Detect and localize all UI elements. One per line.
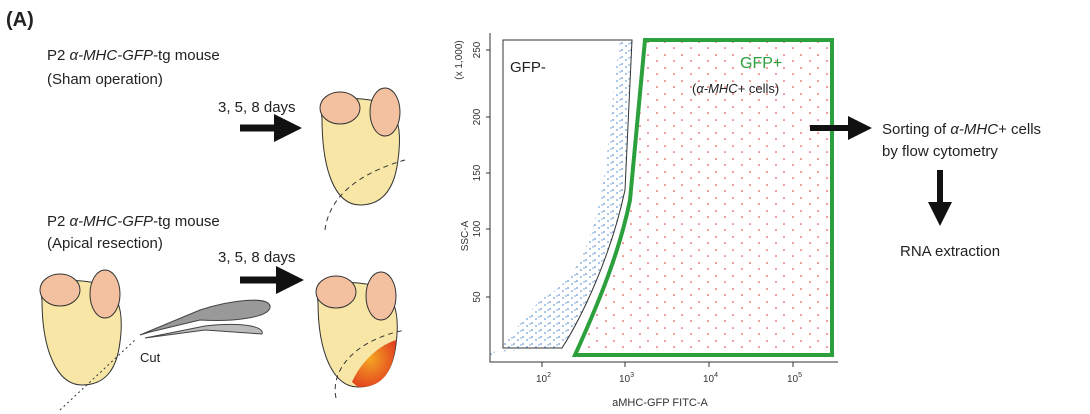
text: P2 [47,47,70,64]
text: α-MHC-GFP [70,213,154,230]
y-axis-label: SSC-A [460,220,471,251]
y-tick-label: 100 [472,220,483,237]
text: 4 [714,372,718,379]
text: α-MHC [696,81,738,96]
step-text: by flow cytometry [882,143,998,160]
text: α-MHC-GFP [70,47,154,64]
gate-label: GFP+ [740,55,782,72]
x-tick-label: 102 [536,372,551,385]
y-tick-label: 200 [472,108,483,125]
text: ( [692,81,697,96]
text: 10 [787,374,799,385]
axes [489,33,838,363]
text: -tg mouse [153,213,220,230]
x-axis-label: aMHC-GFP FITC-A [612,397,708,409]
gate-note: (α-MHC+ cells) [692,81,779,96]
heart [319,87,406,231]
text: 10 [536,374,548,385]
y-scale-note: (x 1,000) [454,40,465,79]
resection-title: P2 α-MHC-GFP-tg mouse [47,213,220,230]
gate-negative [502,39,633,349]
sham-title: P2 α-MHC-GFP-tg mouse [47,47,220,64]
panel-label: (A) [6,9,34,31]
text: Sorting of [882,121,950,138]
text: P2 [47,213,70,230]
step-text: RNA extraction [900,243,1000,260]
duration: 3, 5, 8 days [218,99,296,116]
y-tick-label: 150 [472,164,483,181]
scissors [139,299,271,339]
resection-subtitle: (Apical resection) [47,235,163,252]
text: 5 [798,372,802,379]
heart [315,271,406,399]
flow-plot: GFP- GFP+ (α-MHC+ cells) SSC-A (x 1,000)… [454,33,838,409]
duration: 3, 5, 8 days [218,249,296,266]
text: + cells) [738,81,780,96]
text: -tg mouse [153,47,220,64]
x-tick-label: 105 [787,372,802,385]
sham-subtitle: (Sham operation) [47,71,163,88]
text: 3 [630,372,634,379]
text: 10 [703,374,715,385]
text: + cells [998,121,1041,138]
x-tick-label: 104 [703,372,718,385]
y-tick-label: 250 [472,41,483,58]
cut-label: Cut [140,350,161,365]
y-tick-label: 50 [472,291,483,303]
text: 2 [547,372,551,379]
gate-label: GFP- [510,59,546,76]
heart [39,269,136,411]
step-text: Sorting of α-MHC+ cells [882,121,1041,138]
text: α-MHC [950,121,998,138]
text: 10 [619,374,631,385]
x-tick-label: 103 [619,372,634,385]
gate-positive [571,38,834,357]
